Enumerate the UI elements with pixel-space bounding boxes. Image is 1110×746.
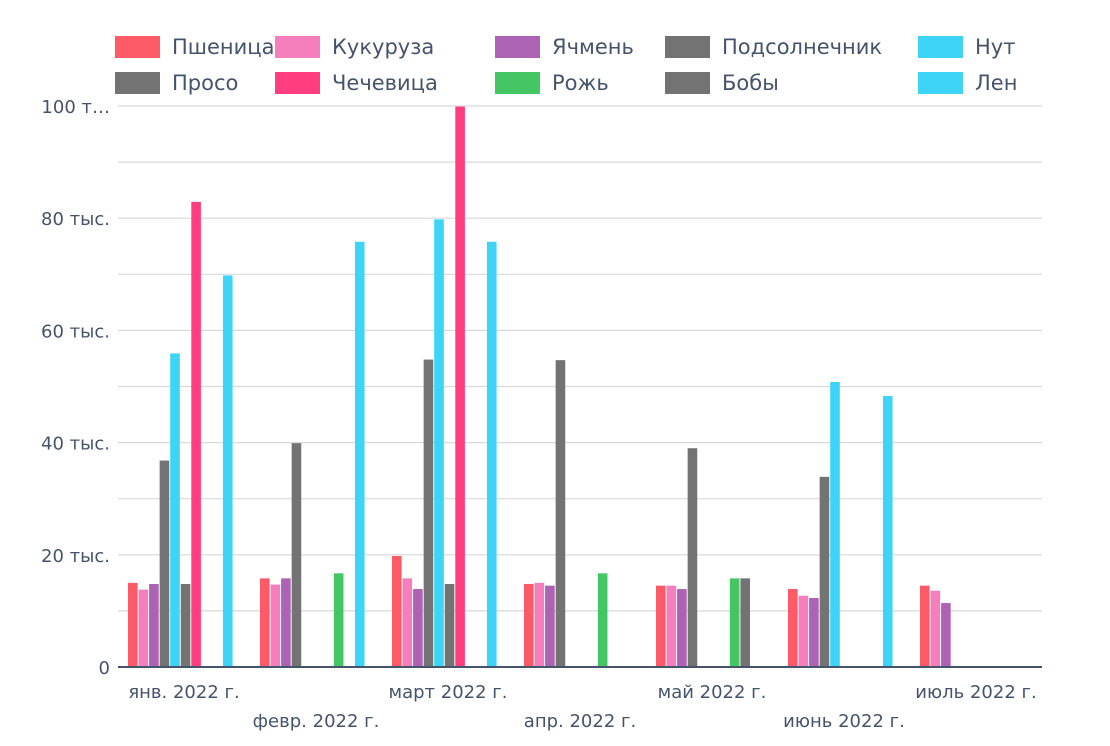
bars bbox=[128, 106, 951, 668]
legend-label-5[interactable]: Нут bbox=[975, 35, 1015, 59]
bar-пшеница-2[interactable] bbox=[260, 578, 270, 667]
x-tick-label: февр. 2022 г. bbox=[253, 711, 380, 732]
legend-swatch-4[interactable] bbox=[665, 36, 710, 58]
bar-подсолнечник-2[interactable] bbox=[291, 443, 302, 667]
bar-пшеница-1[interactable] bbox=[128, 582, 138, 667]
bar-подсолнечник-5[interactable] bbox=[687, 448, 698, 667]
legend-label-7[interactable]: Чечевица bbox=[332, 71, 438, 95]
legend-swatch-7[interactable] bbox=[275, 72, 320, 94]
bar-кукуруза-7[interactable] bbox=[930, 590, 941, 667]
gridlines bbox=[118, 105, 1042, 612]
bar-ячмень-1[interactable] bbox=[149, 583, 159, 667]
legend-label-2[interactable]: Кукуруза bbox=[332, 35, 434, 59]
y-tick-label: 0 bbox=[99, 658, 110, 679]
bar-пшеница-4[interactable] bbox=[524, 583, 534, 667]
legend-swatch-1[interactable] bbox=[115, 36, 160, 58]
bar-ячмень-5[interactable] bbox=[677, 589, 687, 667]
bar-подсолнечник-3[interactable] bbox=[423, 359, 434, 667]
bar-чечевица-3[interactable] bbox=[455, 106, 465, 668]
legend-swatch-6[interactable] bbox=[115, 72, 160, 94]
bar-лен-2[interactable] bbox=[354, 241, 365, 667]
bar-рожь-2[interactable] bbox=[333, 573, 344, 667]
bar-ячмень-7[interactable] bbox=[941, 603, 951, 667]
bar-бобы-5[interactable] bbox=[740, 578, 750, 667]
legend-swatch-5[interactable] bbox=[918, 36, 963, 58]
bar-рожь-4[interactable] bbox=[597, 573, 608, 667]
legend-label-1[interactable]: Пшеница bbox=[172, 35, 274, 59]
y-tick-label: 100 т… bbox=[41, 97, 110, 118]
bar-нут-6[interactable] bbox=[830, 382, 840, 667]
bar-лен-3[interactable] bbox=[486, 241, 497, 667]
x-tick-label: июнь 2022 г. bbox=[783, 711, 905, 732]
y-axis: 0 20 тыс. 40 тыс. 60 тыс. 80 тыс. 100 т… bbox=[41, 97, 110, 679]
bar-кукуруза-3[interactable] bbox=[402, 578, 413, 667]
legend-label-4[interactable]: Подсолнечник bbox=[722, 35, 882, 59]
bar-кукуруза-5[interactable] bbox=[666, 585, 677, 667]
legend-swatch-3[interactable] bbox=[495, 36, 540, 58]
bar-пшеница-5[interactable] bbox=[656, 585, 666, 667]
legend-swatch-2[interactable] bbox=[275, 36, 320, 58]
bar-ячмень-4[interactable] bbox=[545, 585, 555, 667]
x-tick-label: июль 2022 г. bbox=[915, 682, 1036, 703]
bar-нут-1[interactable] bbox=[170, 353, 180, 667]
legend-label-8[interactable]: Рожь bbox=[552, 71, 609, 95]
legend-label-6[interactable]: Просо bbox=[172, 71, 238, 95]
bar-просо-1[interactable] bbox=[180, 583, 191, 667]
bar-пшеница-3[interactable] bbox=[392, 555, 402, 667]
x-tick-label: март 2022 г. bbox=[389, 682, 508, 703]
bar-лен-6[interactable] bbox=[882, 396, 893, 667]
legend-swatch-9[interactable] bbox=[665, 72, 710, 94]
bar-пшеница-6[interactable] bbox=[788, 589, 798, 667]
bar-чечевица-1[interactable] bbox=[191, 201, 201, 667]
bar-просо-3[interactable] bbox=[444, 583, 455, 667]
legend-swatch-8[interactable] bbox=[495, 72, 540, 94]
bar-лен-1[interactable] bbox=[222, 275, 233, 667]
bar-ячмень-6[interactable] bbox=[809, 597, 819, 667]
x-tick-label: май 2022 г. bbox=[658, 682, 767, 703]
bar-подсолнечник-6[interactable] bbox=[819, 476, 830, 667]
bar-кукуруза-2[interactable] bbox=[270, 584, 281, 667]
bar-кукуруза-4[interactable] bbox=[534, 582, 545, 667]
legend-label-10[interactable]: Лен bbox=[975, 71, 1017, 95]
y-tick-label: 60 тыс. bbox=[41, 321, 110, 342]
bar-кукуруза-1[interactable] bbox=[138, 589, 149, 667]
y-tick-label: 20 тыс. bbox=[41, 546, 110, 567]
x-tick-label: янв. 2022 г. bbox=[128, 682, 239, 703]
bar-подсолнечник-1[interactable] bbox=[159, 460, 170, 667]
y-tick-label: 40 тыс. bbox=[41, 434, 110, 455]
bar-подсолнечник-4[interactable] bbox=[555, 360, 566, 667]
legend-swatch-10[interactable] bbox=[918, 72, 963, 94]
legend-label-9[interactable]: Бобы bbox=[722, 71, 779, 95]
bar-рожь-5[interactable] bbox=[729, 578, 740, 667]
bar-пшеница-7[interactable] bbox=[920, 585, 930, 667]
legend: Пшеница Кукуруза Ячмень Подсолнечник Нут Прос… bbox=[115, 35, 1017, 95]
bar-нут-3[interactable] bbox=[434, 219, 444, 667]
legend-label-3[interactable]: Ячмень bbox=[552, 35, 634, 59]
y-tick-label: 80 тыс. bbox=[41, 209, 110, 230]
bar-ячмень-2[interactable] bbox=[281, 578, 291, 667]
x-axis: янв. 2022 г. февр. 2022 г. март 2022 г. апр… bbox=[118, 666, 1042, 732]
x-tick-label: апр. 2022 г. bbox=[524, 711, 636, 732]
bar-кукуруза-6[interactable] bbox=[798, 595, 809, 667]
bar-ячмень-3[interactable] bbox=[413, 589, 423, 667]
